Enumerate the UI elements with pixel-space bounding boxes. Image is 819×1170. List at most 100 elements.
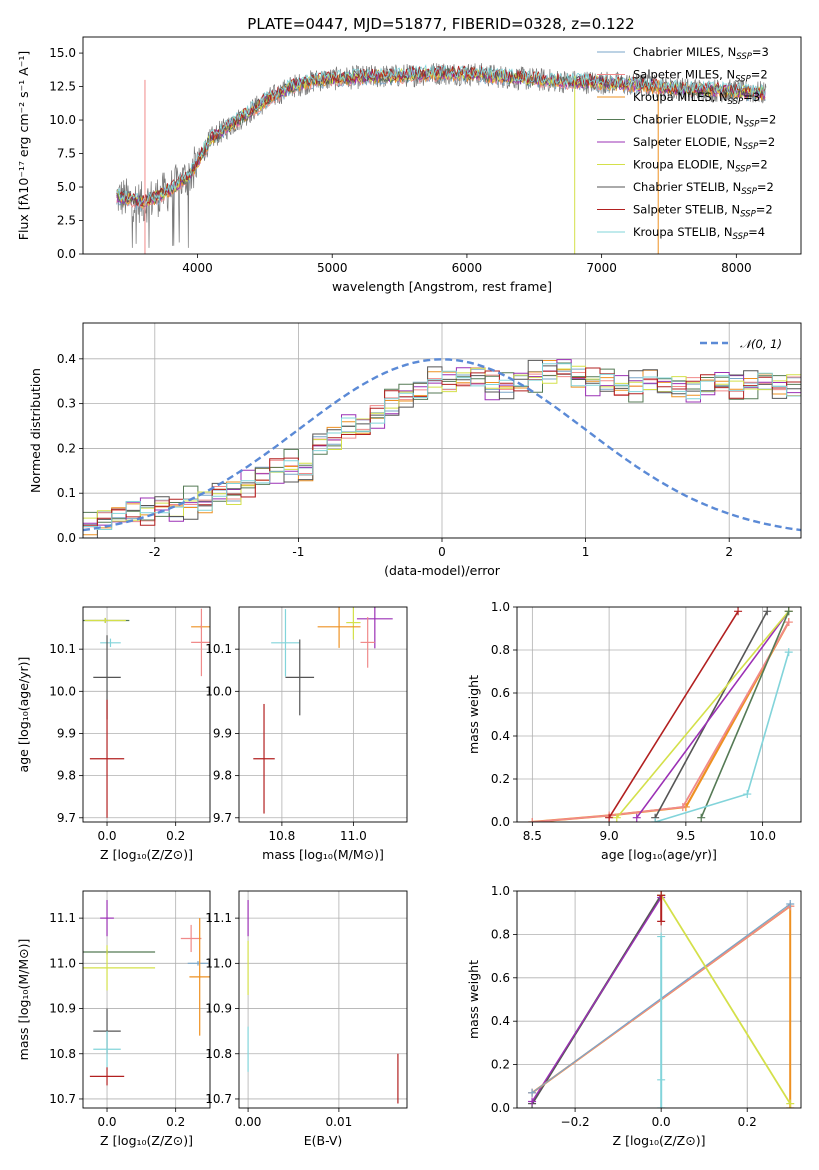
mass-weight-marker (734, 607, 743, 616)
y-axis-label: Normed distribution (28, 368, 43, 493)
mass-weight-marker (784, 618, 793, 627)
legend-entry: Salpeter MILES, NSSP=2 (633, 68, 768, 85)
x-axis-label: Z [log₁₀(Z/Z⊙)] (613, 1133, 706, 1148)
mass-weight-marker (763, 607, 772, 616)
panel-mass-vs-ebv: 0.00 0.01 10.7 10.8 10.9 11.0 11.1 E(B-V) (205, 890, 408, 1148)
mass-weight-marker (657, 1075, 666, 1084)
legend-entry: Chabrier STELIB, NSSP=2 (633, 180, 774, 197)
mass-weight-marker (657, 891, 666, 900)
x-tick-label: 10.8 (269, 829, 296, 843)
plot-area (517, 607, 801, 822)
panel-age-vs-Z: 0.0 0.2 9.7 9.8 9.9 10.0 10.1 Z [log₁₀(Z/Z⊙)] ag… (16, 606, 211, 862)
y-tick-label: 9.7 (213, 811, 232, 825)
x-tick-label: 0 (438, 545, 446, 559)
legend-entry: 𝒩(0, 1) (740, 337, 782, 351)
axes-frame (82, 890, 211, 1109)
y-tick-label: 0.6 (491, 686, 510, 700)
x-tick-label: 8000 (721, 261, 752, 275)
x-tick-label: 5000 (317, 261, 348, 275)
y-tick-label: 0.8 (491, 643, 510, 657)
y-tick-label: 5.0 (57, 180, 76, 194)
y-tick-label: 0.2 (491, 772, 510, 786)
mass-weight-line (636, 610, 790, 819)
legend-entry: Salpeter ELODIE, NSSP=2 (633, 135, 775, 152)
y-tick-label: 0.1 (57, 486, 76, 500)
y-tick-label: 7.5 (57, 147, 76, 161)
residual-histogram (83, 365, 801, 522)
x-tick-label: 0.0 (652, 1115, 671, 1129)
y-tick-label: 10.0 (49, 684, 76, 698)
y-axis-label: Flux [fλ10⁻¹⁷ erg cm⁻² s⁻¹ A⁻¹] (16, 51, 31, 240)
x-tick-label: -1 (292, 545, 304, 559)
panel-spectrum: 4000 5000 6000 7000 8000 0.0 2.5 5.0 7.5 10.0 12.5… (16, 36, 802, 294)
y-axis-label: age [log₁₀(age/yr)] (16, 657, 31, 773)
x-tick-label: -2 (149, 545, 161, 559)
mass-weight-marker (657, 917, 666, 926)
y-axis-label: mass weight (466, 675, 481, 754)
y-tick-label: 15.0 (49, 46, 76, 60)
y-tick-label: 10.8 (205, 1047, 232, 1061)
y-tick-label: 0.2 (491, 1058, 510, 1072)
x-tick-label: 0.2 (166, 829, 185, 843)
mass-weight-marker (784, 607, 793, 616)
axes-frame (516, 890, 802, 1109)
y-tick-label: 2.5 (57, 214, 76, 228)
legend: Chabrier MILES, NSSP=3 Salpeter MILES, NS… (597, 45, 776, 242)
mass-weight-marker (528, 1097, 537, 1106)
x-tick-label: 0.2 (738, 1115, 757, 1129)
legend: 𝒩(0, 1) (700, 337, 782, 351)
mass-weight-line (654, 610, 768, 819)
y-tick-label: 10.0 (205, 684, 232, 698)
y-tick-label: 11.1 (205, 911, 232, 925)
y-tick-label: 10.1 (205, 642, 232, 656)
mass-weight-marker (605, 813, 614, 822)
y-tick-label: 0.0 (57, 531, 76, 545)
y-tick-label: 10.0 (49, 113, 76, 127)
y-tick-label: 0.0 (491, 1101, 510, 1115)
plot-area (239, 891, 407, 1108)
y-tick-label: 0.0 (491, 815, 510, 829)
axes-frame (516, 606, 802, 823)
mass-weight-marker (657, 1104, 666, 1108)
mass-weight-line (532, 621, 790, 822)
x-axis-label: Z [log₁₀(Z/Z⊙)] (100, 1133, 193, 1148)
y-tick-label: 0.4 (57, 352, 76, 366)
panel-age-vs-mass: 10.8 11.0 9.7 9.8 9.9 10.0 10.1 mass [log₁₀(M/M… (205, 606, 408, 862)
y-tick-label: 11.0 (49, 956, 76, 970)
mass-weight-marker (651, 818, 660, 822)
panel-mass-vs-Z: 0.0 0.2 10.7 10.8 10.9 11.0 11.1 Z [log₁₀(Z/Z⊙)… (16, 890, 211, 1148)
x-tick-label: 6000 (452, 261, 483, 275)
legend-entry: Salpeter STELIB, NSSP=2 (633, 203, 773, 220)
mass-weight-marker (697, 813, 706, 822)
x-tick-label: 10.0 (749, 829, 776, 843)
x-axis-label: wavelength [Angstrom, rest frame] (332, 279, 552, 294)
x-axis-label: mass [log₁₀(M/M⊙)] (262, 847, 384, 862)
panel-residuals: -2 -1 0 1 2 0.0 0.1 0.2 0.3 0.4 (data-model)/error… (28, 322, 802, 578)
model-spectrum-line (116, 64, 766, 207)
axes-frame (82, 606, 211, 823)
y-tick-label: 0.0 (57, 247, 76, 261)
residual-histogram (83, 363, 801, 530)
legend-entry: Kroupa MILES, NSSP=3 (633, 90, 760, 107)
x-tick-label: 1 (582, 545, 590, 559)
legend-entry: Kroupa ELODIE, NSSP=2 (633, 158, 768, 175)
plot-area (116, 63, 767, 254)
y-tick-label: 10.9 (205, 1002, 232, 1016)
x-axis-label: E(B-V) (304, 1133, 343, 1148)
mass-weight-marker (786, 1099, 795, 1108)
x-axis-label: Z [log₁₀(Z/Z⊙)] (100, 847, 193, 862)
y-tick-label: 10.7 (49, 1092, 76, 1106)
mass-weight-line (608, 610, 739, 819)
panels: 4000 5000 6000 7000 80000.02.55.07.510.012.5… (16, 36, 802, 1148)
plot-area (83, 607, 210, 822)
mass-weight-line (660, 894, 791, 1105)
y-tick-label: 9.9 (213, 726, 232, 740)
x-tick-label: 7000 (586, 261, 617, 275)
x-tick-label: 9.0 (600, 829, 619, 843)
plot-area (83, 891, 210, 1108)
y-tick-label: 10.1 (49, 642, 76, 656)
y-tick-label: 11.0 (205, 956, 232, 970)
axes-frame (238, 890, 408, 1109)
plot-area (83, 323, 801, 538)
x-tick-label: −0.2 (561, 1115, 590, 1129)
